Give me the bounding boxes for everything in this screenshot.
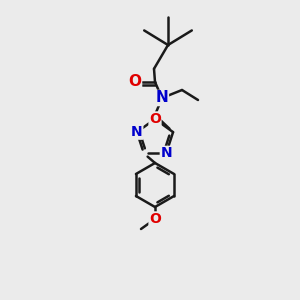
Text: N: N <box>156 91 168 106</box>
Text: O: O <box>149 212 161 226</box>
Text: N: N <box>131 125 143 139</box>
Text: N: N <box>160 146 172 161</box>
Text: O: O <box>128 74 142 89</box>
Text: O: O <box>149 112 161 126</box>
